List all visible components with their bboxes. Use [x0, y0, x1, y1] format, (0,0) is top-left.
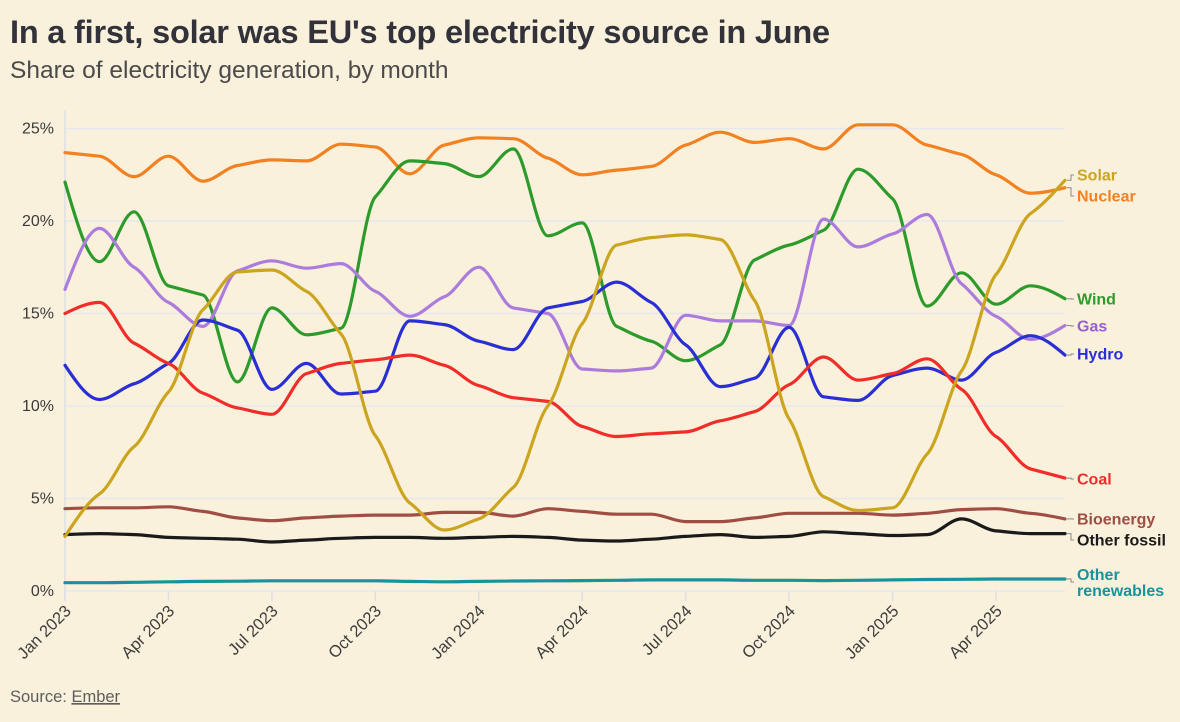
svg-text:Solar: Solar [1077, 168, 1117, 185]
svg-text:Coal: Coal [1077, 472, 1112, 489]
svg-text:Wind: Wind [1077, 292, 1116, 309]
svg-text:Share of electricity generatio: Share of electricity generation, by mont… [10, 57, 449, 84]
svg-text:0%: 0% [31, 583, 54, 600]
svg-text:Hydro: Hydro [1077, 347, 1123, 364]
svg-text:renewables: renewables [1077, 583, 1164, 600]
svg-text:10%: 10% [22, 398, 54, 415]
svg-text:15%: 15% [22, 306, 54, 323]
svg-text:Other: Other [1077, 567, 1120, 584]
svg-text:25%: 25% [22, 121, 54, 138]
svg-text:Nuclear: Nuclear [1077, 189, 1136, 206]
svg-text:20%: 20% [22, 213, 54, 230]
svg-text:Source: Ember: Source: Ember [10, 688, 121, 706]
svg-text:Other fossil: Other fossil [1077, 533, 1166, 550]
svg-text:In a first, solar was EU's top: In a first, solar was EU's top electrici… [10, 14, 830, 50]
svg-text:5%: 5% [31, 491, 54, 508]
svg-text:Gas: Gas [1077, 319, 1107, 336]
svg-text:Bioenergy: Bioenergy [1077, 512, 1155, 529]
